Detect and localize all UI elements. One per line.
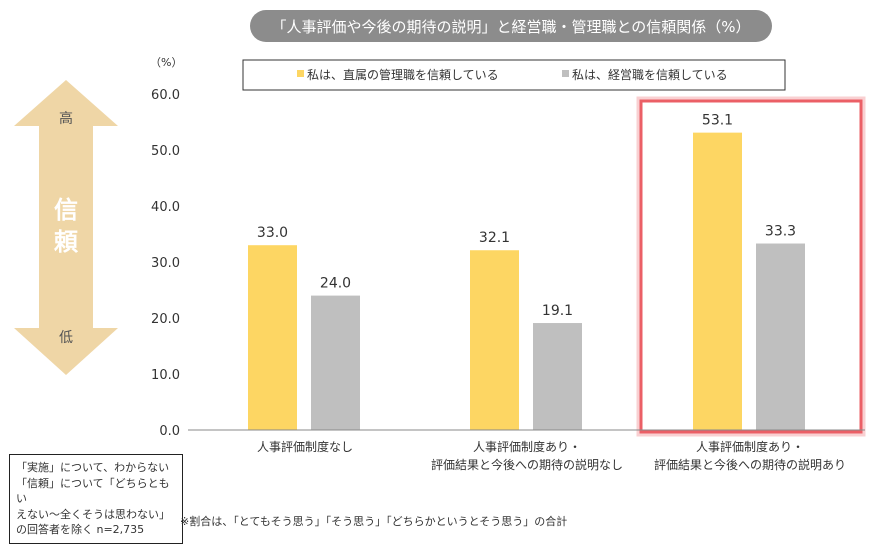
arrow-main-label-1: 信 (54, 196, 78, 224)
y-tick-label: 20.0 (151, 312, 180, 327)
y-tick-label: 10.0 (151, 368, 180, 383)
title-pill (250, 10, 772, 42)
legend-label-executive: 私は、経営職を信頼している (572, 68, 728, 82)
x-category-label: 人事評価制度あり・ (473, 439, 581, 454)
data-label: 19.1 (542, 303, 573, 319)
bar-executive (533, 323, 582, 430)
legend-swatch-manager (297, 70, 304, 77)
note-line: 「実施」について、わからない (16, 461, 170, 474)
trust-arrow: 高 信 頼 低 (14, 80, 118, 375)
note-line: の回答者を除く n=2,735 (16, 523, 145, 536)
y-tick-label: 50.0 (151, 144, 180, 159)
bar-manager (248, 245, 297, 430)
legend-label-manager: 私は、直属の管理職を信頼している (307, 67, 499, 82)
y-tick-label: 40.0 (151, 200, 180, 215)
arrow-high-label: 高 (59, 110, 73, 127)
x-category-label: 人事評価制度あり・ (696, 439, 804, 454)
bar-executive (756, 243, 805, 430)
note-line: えない～全くそうは思わない」 (16, 507, 170, 521)
legend-box (242, 59, 786, 91)
data-label: 24.0 (320, 276, 351, 292)
footnote: ※割合は、「とてもそう思う」「そう思う」「どちらかというとそう思う」の合計 (180, 515, 568, 528)
highlight-glow (636, 96, 866, 437)
x-category-label: 人事評価制度なし (257, 439, 353, 454)
data-label: 33.0 (257, 225, 288, 241)
legend-swatch-executive (562, 70, 569, 77)
note-line: 「信頼」について「どちらともい (16, 476, 170, 506)
arrow-low-label: 低 (59, 330, 73, 346)
data-label: 33.3 (765, 224, 796, 240)
arrow-main-label-2: 頼 (54, 228, 79, 256)
x-category-label: 評価結果と今後への期待の説明なし (431, 457, 623, 472)
y-tick-label: 0.0 (159, 424, 180, 439)
chart-title: 「人事評価や今後の期待の説明」と経営職・管理職との信頼関係（%） (271, 18, 750, 36)
data-label: 53.1 (702, 113, 733, 129)
double-arrow-icon (14, 80, 118, 375)
highlight-box (639, 99, 863, 434)
x-category-label: 評価結果と今後への期待の説明あり (654, 457, 846, 472)
y-tick-label: 30.0 (151, 256, 180, 271)
respondent-note: 「実施」について、わからない 「信頼」について「どちらともい えない～全くそうは… (9, 454, 183, 544)
y-tick-label: 60.0 (151, 88, 180, 103)
bar-executive (311, 295, 360, 430)
bar-manager (693, 132, 742, 430)
bar-manager (470, 250, 519, 430)
y-axis-unit: （%） (150, 56, 182, 69)
data-label: 32.1 (479, 230, 510, 246)
